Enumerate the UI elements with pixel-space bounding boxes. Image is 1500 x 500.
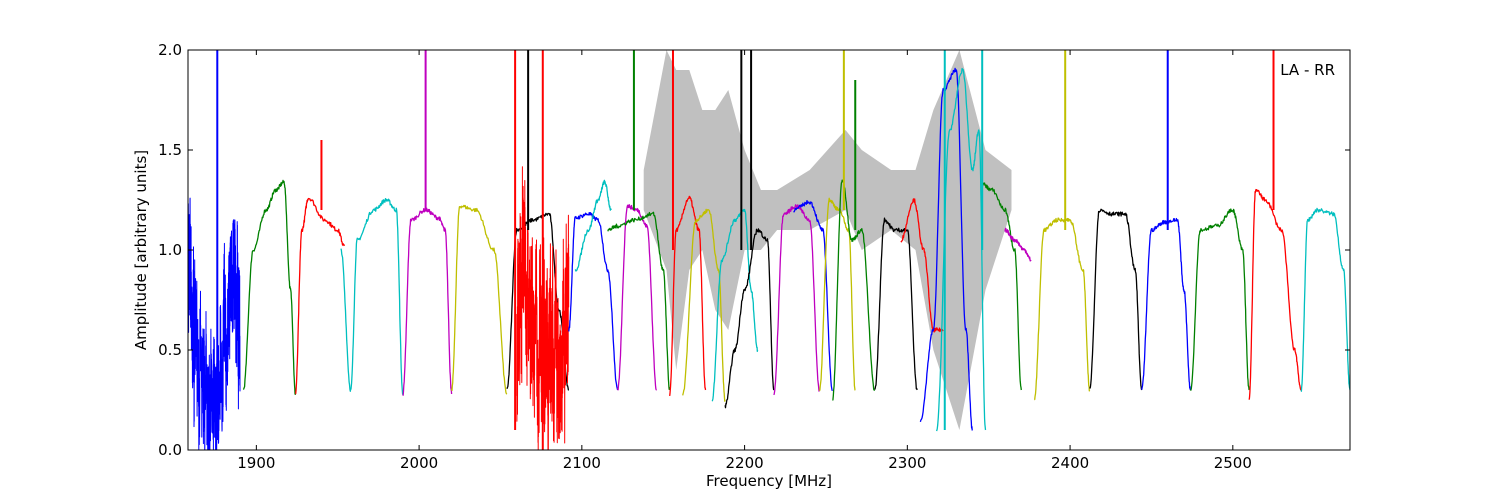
series-line-13 — [682, 208, 726, 402]
x-axis-ticks: 1900 2000 2100 2200 2300 2400 2500 — [237, 50, 1252, 472]
series-line-20 — [874, 217, 918, 391]
series-line-19 — [832, 179, 876, 401]
series-line-5 — [450, 204, 508, 395]
series-line-21 — [900, 198, 944, 333]
x-tick-label-6: 2500 — [1214, 454, 1252, 472]
y-tick-label-3: 1.5 — [158, 141, 182, 159]
series-line-30 — [1248, 188, 1302, 400]
x-tick-label-0: 1900 — [237, 454, 275, 472]
series-line-27 — [1089, 208, 1143, 391]
series-line-14 — [711, 208, 759, 402]
background-band-layer — [643, 50, 1012, 430]
series-line-12 — [669, 195, 707, 396]
series-line-23 — [935, 67, 987, 432]
series-line-9 — [574, 179, 612, 272]
x-tick-label-1: 2000 — [400, 454, 438, 472]
x-tick-label-2: 2100 — [563, 454, 601, 472]
series-line-0 — [188, 197, 241, 450]
series-line-22 — [919, 67, 973, 431]
series-line-10 — [616, 204, 657, 391]
y-tick-label-4: 2.0 — [158, 41, 182, 59]
series-line-11 — [607, 211, 671, 391]
series-line-17 — [793, 199, 833, 392]
series-line-15 — [724, 228, 775, 409]
x-axis-label: Frequency [MHz] — [706, 472, 832, 490]
series-line-3 — [340, 197, 404, 395]
series-layer — [188, 67, 1350, 450]
y-axis-ticks: 0.0 0.5 1.0 1.5 2.0 — [158, 41, 1350, 459]
series-line-2 — [295, 197, 345, 395]
series-line-31 — [1300, 207, 1350, 392]
x-tick-label-4: 2300 — [888, 454, 926, 472]
background-band-0 — [643, 50, 1012, 430]
y-tick-label-0: 0.0 — [158, 441, 182, 459]
y-tick-label-1: 0.5 — [158, 341, 182, 359]
series-line-24 — [981, 182, 1022, 391]
series-line-25 — [1004, 227, 1032, 262]
corner-annotation: LA - RR — [1280, 61, 1335, 79]
series-line-4 — [402, 207, 453, 396]
series-line-16 — [773, 204, 821, 396]
x-tick-label-5: 2400 — [1051, 454, 1089, 472]
series-line-18 — [818, 197, 856, 392]
series-line-26 — [1034, 217, 1091, 401]
series-line-28 — [1141, 217, 1192, 391]
x-tick-label-3: 2200 — [725, 454, 763, 472]
y-tick-label-2: 1.0 — [158, 241, 182, 259]
series-line-1 — [242, 179, 296, 396]
y-axis-label: Amplitude [arbitrary units] — [132, 150, 150, 350]
spike-layer — [216, 50, 1275, 450]
series-line-29 — [1189, 208, 1250, 392]
plot-area — [188, 50, 1350, 450]
